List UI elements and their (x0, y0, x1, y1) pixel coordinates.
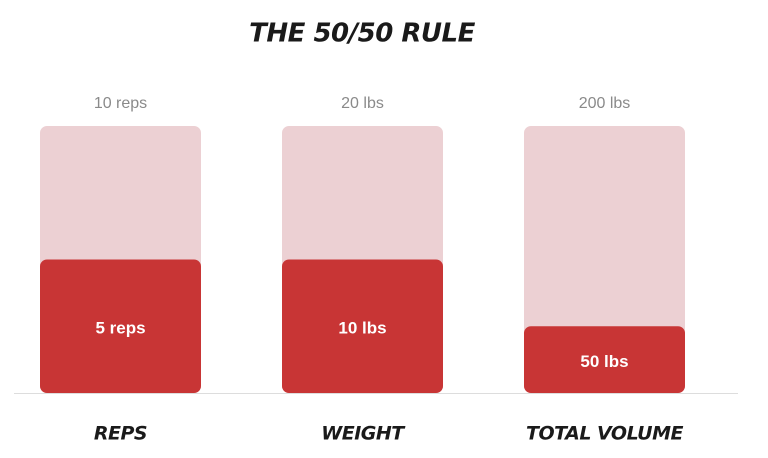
reduced-bar (282, 259, 443, 393)
value-label: 5 reps (95, 319, 145, 338)
category-label: TOTAL VOLUME (526, 423, 683, 445)
top-label: 20 lbs (341, 95, 384, 112)
category-label: REPS (94, 423, 147, 445)
reduced-bar (40, 259, 201, 393)
reduced-bar (524, 326, 685, 393)
chart-title: THE 50/50 RULE (249, 19, 475, 49)
category-label: WEIGHT (321, 423, 406, 445)
top-label: 10 reps (94, 95, 147, 112)
value-label: 50 lbs (580, 352, 628, 371)
value-label: 10 lbs (338, 319, 386, 338)
top-label: 200 lbs (579, 95, 631, 112)
